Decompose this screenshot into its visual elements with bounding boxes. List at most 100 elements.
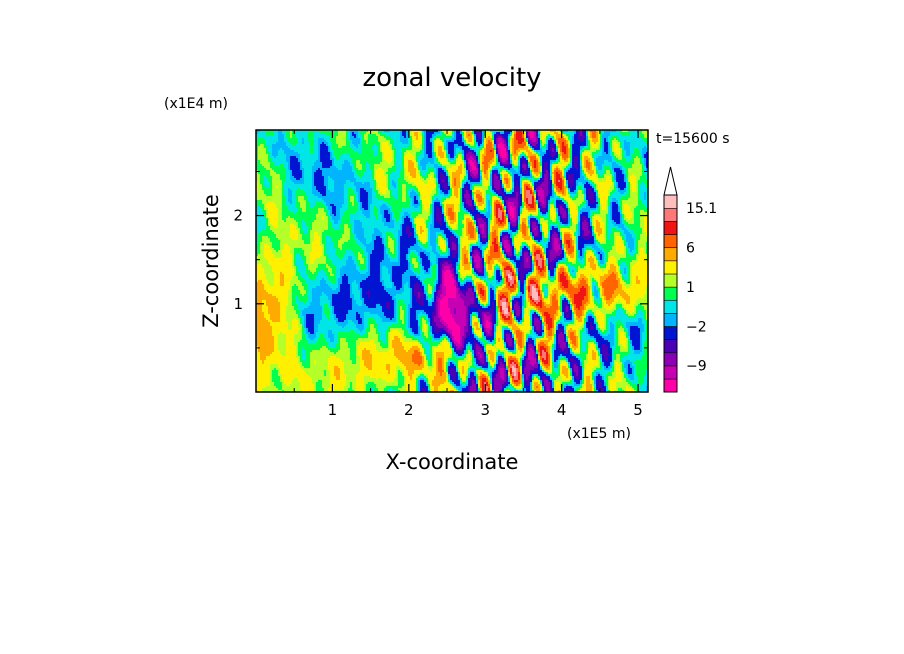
heatmap-cell [532,146,535,149]
heatmap-cell [464,156,467,159]
heatmap-cell [608,140,611,143]
heatmap-cell [350,168,353,171]
heatmap-cell [550,132,553,135]
heatmap-cell [344,144,347,147]
heatmap-cell [262,176,265,179]
heatmap-cell [386,146,389,149]
heatmap-cell [476,166,479,169]
heatmap-cell [270,162,273,165]
heatmap-cell [294,166,297,169]
heatmap-cell [528,134,531,137]
heatmap-cell [374,148,377,151]
heatmap-cell [366,168,369,171]
heatmap-cell [432,156,435,159]
heatmap-cell [542,160,545,163]
heatmap-cell [334,132,337,135]
heatmap-cell [510,168,513,171]
heatmap-cell [542,152,545,155]
heatmap-cell [608,164,611,167]
heatmap-cell [488,150,491,153]
heatmap-cell [622,152,625,155]
heatmap-cell [432,170,435,173]
heatmap-cell [314,144,317,147]
heatmap-cell [528,142,531,145]
heatmap-cell [460,162,463,165]
heatmap-cell [394,148,397,151]
heatmap-cell [502,158,505,161]
heatmap-cell [366,180,369,183]
heatmap-cell [506,138,509,141]
heatmap-cell [604,136,607,139]
heatmap-cell [486,132,489,135]
heatmap-cell [362,172,365,175]
heatmap-cell [460,160,463,163]
heatmap-cell [626,140,629,143]
heatmap-cell [516,166,519,169]
heatmap-cell [346,178,349,181]
heatmap-cell [492,154,495,157]
heatmap-cell [366,142,369,145]
heatmap-cell [338,144,341,147]
heatmap-cell [314,158,317,161]
heatmap-cell [504,150,507,153]
heatmap-cell [456,154,459,157]
heatmap-cell [340,136,343,139]
heatmap-cell [510,176,513,179]
heatmap-cell [588,134,591,137]
heatmap-cell [506,130,509,133]
heatmap-cell [488,158,491,161]
heatmap-cell [386,170,389,173]
heatmap-cell [508,150,511,153]
heatmap-cell [328,134,331,137]
heatmap-cell [420,130,423,133]
heatmap-cell [330,168,333,171]
heatmap-cell [472,154,475,157]
heatmap-cell [538,166,541,169]
heatmap-cell [594,152,597,155]
heatmap-cell [370,152,373,155]
heatmap-cell [632,156,635,159]
heatmap-cell [588,172,591,175]
heatmap-cell [318,160,321,163]
heatmap-cell [436,130,439,133]
heatmap-cell [436,170,439,173]
heatmap-cell [480,154,483,157]
heatmap-cell [330,138,333,141]
heatmap-cell [310,176,313,179]
heatmap-cell [618,166,621,169]
heatmap-cell [296,164,299,167]
heatmap-cell [406,138,409,141]
heatmap-cell [412,178,415,181]
heatmap-cell [348,174,351,177]
heatmap-cell [420,138,423,141]
heatmap-cell [420,134,423,137]
heatmap-cell [392,142,395,145]
heatmap-cell [580,154,583,157]
heatmap-cell [360,168,363,171]
heatmap-cell [356,148,359,151]
heatmap-cell [410,138,413,141]
heatmap-cell [618,144,621,147]
heatmap-cell [434,136,437,139]
heatmap-cell [300,162,303,165]
heatmap-cell [346,138,349,141]
heatmap-cell [318,164,321,167]
heatmap-cell [572,172,575,175]
heatmap-cell [278,158,281,161]
heatmap-cell [492,140,495,143]
heatmap-cell [534,150,537,153]
heatmap-cell [614,134,617,137]
heatmap-cell [364,174,367,177]
heatmap-cell [346,176,349,179]
heatmap-cell [584,142,587,145]
heatmap-cell [434,158,437,161]
heatmap-cell [364,148,367,151]
heatmap-cell [572,164,575,167]
heatmap-cell [544,168,547,171]
heatmap-cell [264,180,267,183]
heatmap-cell [308,134,311,137]
heatmap-cell [632,132,635,135]
heatmap-cell [614,158,617,161]
heatmap-cell [440,146,443,149]
heatmap-cell [422,136,425,139]
